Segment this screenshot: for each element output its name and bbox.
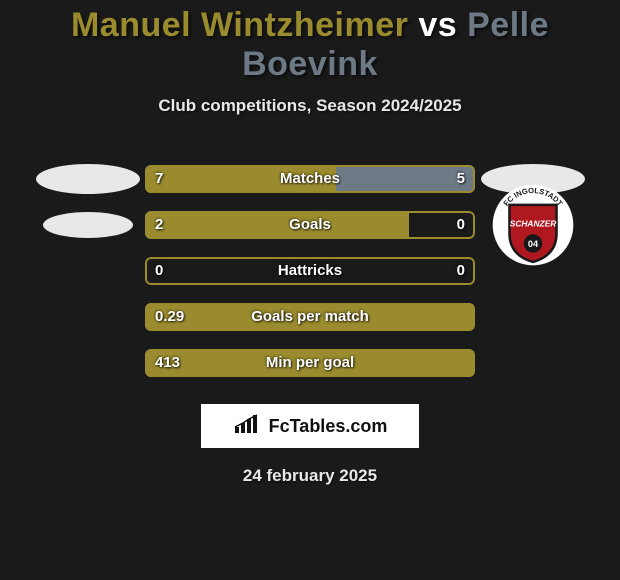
stat-metric-label: Goals — [289, 211, 331, 239]
stat-value-left: 413 — [155, 349, 180, 377]
vs-label: vs — [418, 6, 457, 44]
stat-bar: 0 Hattricks 0 — [145, 257, 475, 285]
stat-bar: 413 Min per goal — [145, 349, 475, 377]
stat-value-right: 0 — [457, 257, 465, 285]
bar-left-fill — [145, 211, 409, 239]
stat-row: 413 Min per goal — [0, 340, 620, 386]
stat-bar: 0.29 Goals per match — [145, 303, 475, 331]
badge-slot — [475, 340, 590, 386]
comparison-title: Manuel Wintzheimer vs Pelle Boevink — [0, 0, 620, 84]
branding-text: FcTables.com — [269, 416, 388, 437]
badge-slot — [30, 202, 145, 248]
snapshot-date: 24 february 2025 — [0, 466, 620, 486]
bar-chart-icon — [233, 413, 263, 440]
stat-value-right: 5 — [457, 165, 465, 193]
badge-slot — [475, 248, 590, 294]
stat-value-left: 0 — [155, 257, 163, 285]
stat-metric-label: Goals per match — [251, 303, 369, 331]
branding-badge: FcTables.com — [201, 404, 419, 448]
stat-bar: 7 Matches 5 — [145, 165, 475, 193]
svg-text:SCHANZER: SCHANZER — [509, 219, 556, 229]
stat-value-left: 0.29 — [155, 303, 184, 331]
stat-metric-label: Hattricks — [278, 257, 342, 285]
stat-metric-label: Min per goal — [266, 349, 354, 377]
badge-slot — [30, 340, 145, 386]
stat-row: 0 Hattricks 0 — [0, 248, 620, 294]
stat-value-right: 0 — [457, 211, 465, 239]
badge-slot: FC INGOLSTADTSCHANZER04 — [475, 202, 590, 248]
stat-value-left: 2 — [155, 211, 163, 239]
club-badge-placeholder — [36, 164, 140, 194]
subtitle: Club competitions, Season 2024/2025 — [0, 96, 620, 116]
stat-metric-label: Matches — [280, 165, 340, 193]
stat-value-left: 7 — [155, 165, 163, 193]
stat-bar: 2 Goals 0 — [145, 211, 475, 239]
badge-slot — [30, 248, 145, 294]
badge-slot — [30, 156, 145, 202]
badge-slot — [475, 294, 590, 340]
bar-right-fill — [336, 165, 475, 193]
badge-slot — [30, 294, 145, 340]
stat-row: 0.29 Goals per match — [0, 294, 620, 340]
stat-row: 2 Goals 0 FC INGOLSTADTSCHANZER04 — [0, 202, 620, 248]
player1-name: Manuel Wintzheimer — [71, 6, 408, 44]
club-badge-placeholder — [43, 212, 133, 238]
comparison-chart: 7Matches52Goals0FC INGOLSTADTSCHANZER040… — [0, 156, 620, 386]
